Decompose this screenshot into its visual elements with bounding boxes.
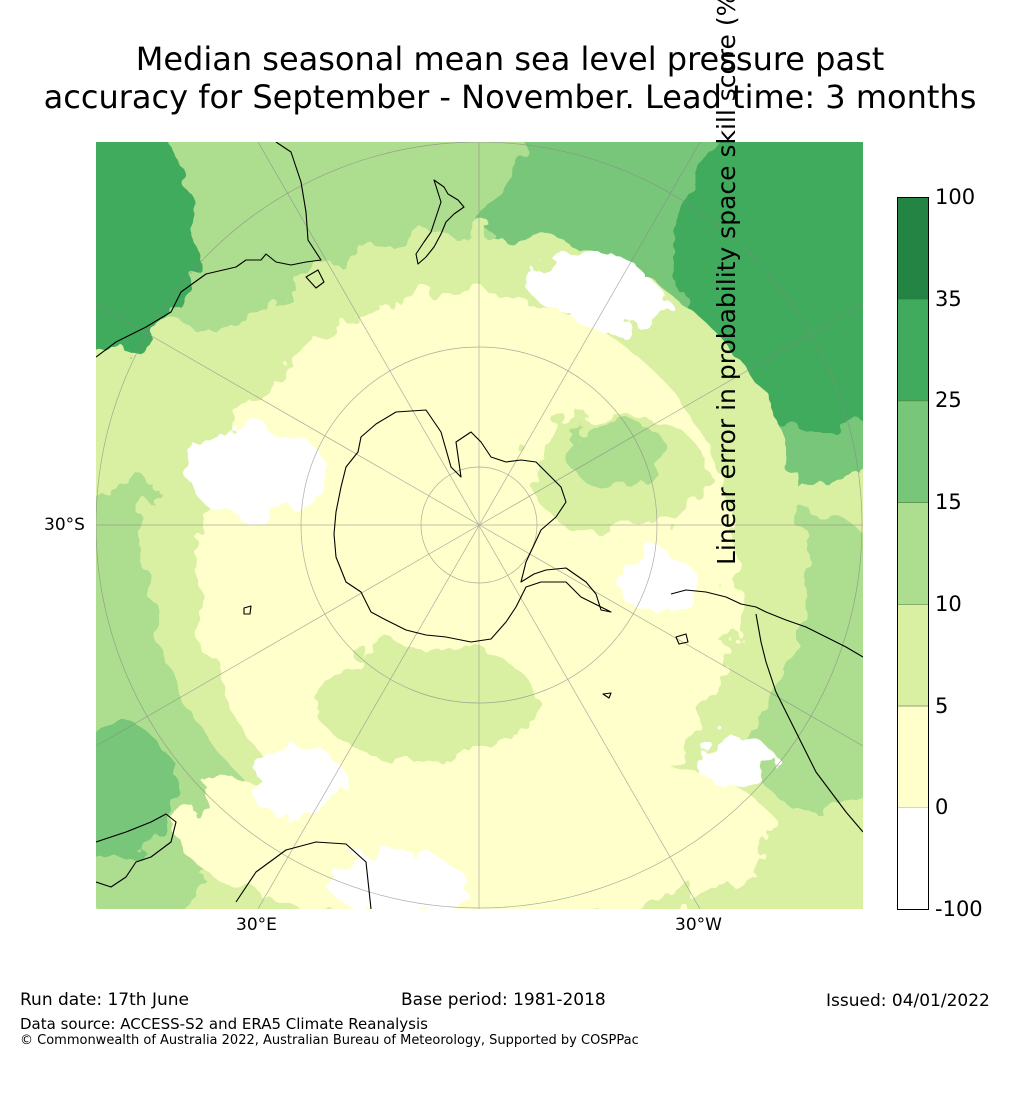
field-band-5-10-patch-2 [316, 642, 536, 762]
field-band-15-25-southwest [96, 722, 176, 862]
field-negative-east [616, 552, 696, 612]
colorbar [897, 197, 929, 910]
copyright: © Commonwealth of Australia 2022, Austra… [20, 1033, 639, 1048]
colorbar-tick-label: 100 [935, 185, 976, 209]
colorbar-label: Linear error in probability space skill … [711, 0, 741, 565]
colorbar-segment [897, 604, 929, 707]
colorbar-tick-label: 25 [935, 388, 962, 413]
colorbar-tick-label: 5 [935, 693, 949, 718]
colorbar-tick-label: 35 [935, 286, 962, 311]
graticule [96, 142, 863, 909]
field-negative-southeast [696, 737, 776, 787]
colorbar-segment [897, 400, 929, 503]
field-negative-south [326, 852, 466, 909]
south-america-coastline [670, 589, 863, 658]
latitude-label-30s: 30°S [44, 515, 85, 535]
africa-coastline [96, 813, 177, 888]
field-band-25-35-northwest [96, 142, 196, 352]
issued-date: Issued: 04/01/2022 [826, 991, 990, 1011]
data-source: Data source: ACCESS-S2 and ERA5 Climate … [20, 1015, 428, 1033]
field-negative-west [186, 427, 326, 517]
colorbar-tick-label: -100 [935, 897, 983, 921]
falklands-coastline [675, 633, 689, 645]
colorbar-segment [897, 197, 929, 300]
base-period: Base period: 1981-2018 [401, 990, 606, 1010]
colorbar-segment [897, 298, 929, 402]
tasmania-coastline [305, 269, 325, 289]
title-line-2: accuracy for September - November. Lead … [43, 78, 977, 116]
colorbar-segment [897, 807, 929, 910]
longitude-label-30e: 30°E [236, 915, 277, 935]
colorbar-segment [897, 502, 929, 605]
colorbar-tick-label: 10 [935, 591, 962, 616]
chart-title: Median seasonal mean sea level pressure … [0, 40, 1020, 116]
colorbar-tick-label: 0 [935, 795, 949, 820]
title-line-1: Median seasonal mean sea level pressure … [135, 40, 885, 78]
south-america-coastline-2 [755, 613, 863, 833]
new-zealand-coastline [415, 179, 465, 265]
run-date: Run date: 17th June [20, 990, 189, 1010]
polar-stereographic-map [96, 142, 863, 909]
meridian-60w [96, 303, 863, 747]
africa-coastline-2 [235, 841, 372, 909]
colorbar-tick-label: 15 [935, 490, 962, 515]
coastlines [96, 142, 863, 909]
field-negative-northeast [566, 272, 666, 332]
australia-coastline [96, 142, 322, 358]
antarctica-coastline [333, 409, 612, 643]
kerguelen-coastline [243, 605, 252, 615]
field-band-10-15-patch [566, 417, 666, 487]
longitude-label-30w: 30°W [675, 915, 722, 935]
south-georgia-coastline [602, 692, 612, 699]
colorbar-segment [897, 705, 929, 809]
